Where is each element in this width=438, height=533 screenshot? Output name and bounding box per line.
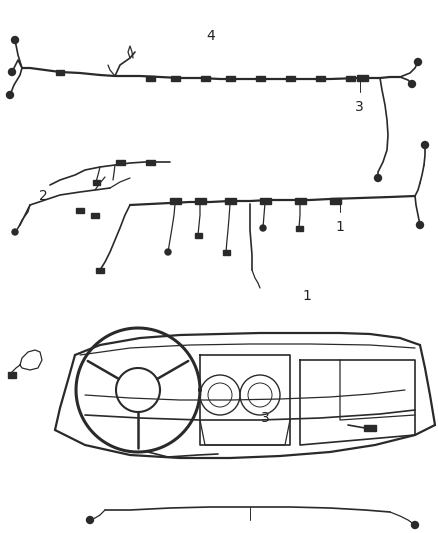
Bar: [145, 76, 155, 80]
Bar: [170, 76, 180, 80]
Bar: [294, 198, 305, 204]
Bar: [346, 76, 354, 80]
Circle shape: [421, 141, 428, 149]
Circle shape: [11, 36, 18, 44]
Text: 3: 3: [355, 100, 364, 114]
Circle shape: [7, 92, 14, 99]
Bar: [145, 159, 155, 165]
Bar: [223, 249, 230, 254]
Bar: [225, 198, 236, 204]
Circle shape: [409, 80, 416, 87]
Bar: [194, 198, 205, 204]
Circle shape: [12, 229, 18, 235]
Bar: [315, 76, 325, 80]
Bar: [76, 207, 84, 213]
Circle shape: [417, 222, 424, 229]
Bar: [8, 372, 16, 378]
Bar: [296, 225, 303, 230]
Circle shape: [260, 225, 266, 231]
Bar: [259, 198, 271, 204]
Text: 1: 1: [302, 289, 311, 303]
Circle shape: [8, 69, 15, 76]
Bar: [364, 425, 376, 431]
Circle shape: [411, 521, 418, 529]
Bar: [96, 268, 104, 272]
Bar: [170, 198, 180, 204]
Text: 3: 3: [261, 411, 269, 425]
Text: 2: 2: [39, 189, 47, 203]
Bar: [286, 76, 294, 80]
Bar: [92, 180, 99, 184]
Bar: [357, 75, 367, 81]
Circle shape: [165, 249, 171, 255]
Bar: [56, 69, 64, 75]
Bar: [255, 76, 265, 80]
Bar: [194, 232, 201, 238]
Bar: [91, 213, 99, 217]
Circle shape: [374, 174, 381, 182]
Text: 1: 1: [335, 220, 344, 234]
Bar: [226, 76, 234, 80]
Text: 4: 4: [206, 29, 215, 43]
Bar: [329, 198, 340, 204]
Circle shape: [86, 516, 93, 523]
Bar: [201, 76, 209, 80]
Circle shape: [414, 59, 421, 66]
Bar: [116, 159, 124, 165]
